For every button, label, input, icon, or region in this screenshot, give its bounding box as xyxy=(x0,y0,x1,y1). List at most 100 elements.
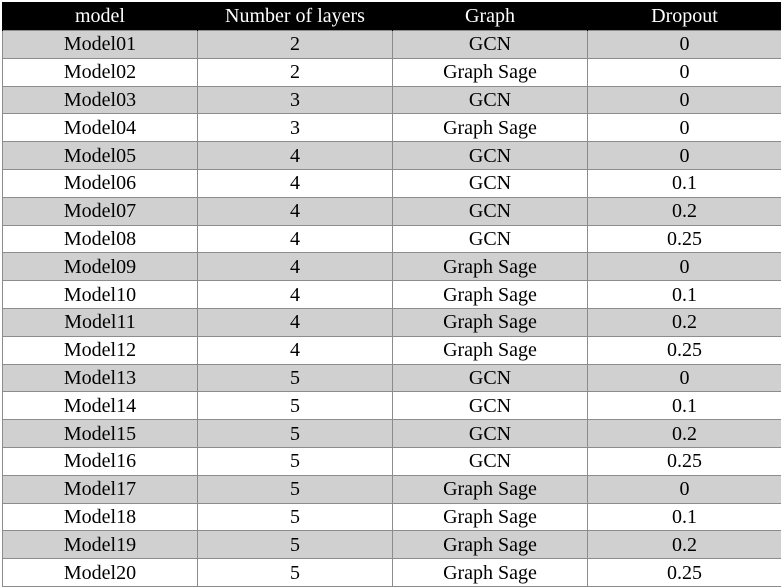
table-header: model Number of layers Graph Dropout xyxy=(3,2,781,31)
cell-number-of-layers: 4 xyxy=(198,281,393,309)
cell-graph: Graph Sage xyxy=(393,503,588,531)
header-graph: Graph xyxy=(393,2,588,31)
cell-model: Model01 xyxy=(3,31,198,59)
cell-model: Model08 xyxy=(3,225,198,253)
cell-graph: Graph Sage xyxy=(393,253,588,281)
cell-model: Model11 xyxy=(3,308,198,336)
cell-dropout: 0.25 xyxy=(588,447,781,475)
cell-number-of-layers: 5 xyxy=(198,364,393,392)
cell-model: Model15 xyxy=(3,420,198,448)
cell-dropout: 0.25 xyxy=(588,559,781,587)
cell-number-of-layers: 5 xyxy=(198,447,393,475)
cell-model: Model18 xyxy=(3,503,198,531)
cell-number-of-layers: 2 xyxy=(198,58,393,86)
cell-dropout: 0.2 xyxy=(588,308,781,336)
cell-graph: GCN xyxy=(393,420,588,448)
cell-number-of-layers: 3 xyxy=(198,114,393,142)
cell-graph: GCN xyxy=(393,364,588,392)
cell-number-of-layers: 5 xyxy=(198,503,393,531)
cell-graph: GCN xyxy=(393,225,588,253)
cell-dropout: 0.1 xyxy=(588,169,781,197)
cell-number-of-layers: 5 xyxy=(198,392,393,420)
cell-dropout: 0 xyxy=(588,142,781,170)
cell-graph: Graph Sage xyxy=(393,308,588,336)
cell-model: Model14 xyxy=(3,392,198,420)
cell-dropout: 0.1 xyxy=(588,503,781,531)
cell-model: Model02 xyxy=(3,58,198,86)
cell-graph: GCN xyxy=(393,86,588,114)
cell-dropout: 0 xyxy=(588,364,781,392)
cell-graph: GCN xyxy=(393,392,588,420)
cell-graph: Graph Sage xyxy=(393,336,588,364)
cell-number-of-layers: 5 xyxy=(198,559,393,587)
cell-model: Model13 xyxy=(3,364,198,392)
cell-model: Model03 xyxy=(3,86,198,114)
cell-graph: Graph Sage xyxy=(393,281,588,309)
cell-model: Model12 xyxy=(3,336,198,364)
cell-graph: Graph Sage xyxy=(393,559,588,587)
cell-number-of-layers: 4 xyxy=(198,308,393,336)
cell-number-of-layers: 4 xyxy=(198,169,393,197)
cell-dropout: 0 xyxy=(588,253,781,281)
cell-number-of-layers: 5 xyxy=(198,420,393,448)
cell-model: Model16 xyxy=(3,447,198,475)
cell-graph: GCN xyxy=(393,447,588,475)
cell-number-of-layers: 5 xyxy=(198,475,393,503)
header-row: model Number of layers Graph Dropout xyxy=(3,2,781,31)
cell-model: Model10 xyxy=(3,281,198,309)
cell-model: Model20 xyxy=(3,559,198,587)
cell-dropout: 0 xyxy=(588,114,781,142)
cell-dropout: 0.25 xyxy=(588,225,781,253)
cell-graph: GCN xyxy=(393,142,588,170)
header-model: model xyxy=(3,2,198,31)
cell-model: Model06 xyxy=(3,169,198,197)
cell-dropout: 0 xyxy=(588,58,781,86)
cell-number-of-layers: 4 xyxy=(198,225,393,253)
header-dropout: Dropout xyxy=(588,2,781,31)
cell-number-of-layers: 2 xyxy=(198,31,393,59)
cell-graph: Graph Sage xyxy=(393,475,588,503)
header-number-of-layers: Number of layers xyxy=(198,2,393,31)
cell-graph: Graph Sage xyxy=(393,531,588,559)
cell-dropout: 0.25 xyxy=(588,336,781,364)
cell-graph: Graph Sage xyxy=(393,58,588,86)
cell-dropout: 0 xyxy=(588,475,781,503)
cell-dropout: 0.2 xyxy=(588,420,781,448)
cell-model: Model19 xyxy=(3,531,198,559)
cell-dropout: 0 xyxy=(588,31,781,59)
cell-number-of-layers: 5 xyxy=(198,531,393,559)
cell-number-of-layers: 4 xyxy=(198,142,393,170)
cell-graph: Graph Sage xyxy=(393,114,588,142)
cell-number-of-layers: 4 xyxy=(198,197,393,225)
cell-model: Model07 xyxy=(3,197,198,225)
cell-number-of-layers: 3 xyxy=(198,86,393,114)
cell-dropout: 0.2 xyxy=(588,531,781,559)
cell-graph: GCN xyxy=(393,169,588,197)
cell-graph: GCN xyxy=(393,197,588,225)
cell-dropout: 0 xyxy=(588,86,781,114)
cell-dropout: 0.1 xyxy=(588,281,781,309)
cell-model: Model17 xyxy=(3,475,198,503)
cell-graph: GCN xyxy=(393,31,588,59)
cell-dropout: 0.2 xyxy=(588,197,781,225)
